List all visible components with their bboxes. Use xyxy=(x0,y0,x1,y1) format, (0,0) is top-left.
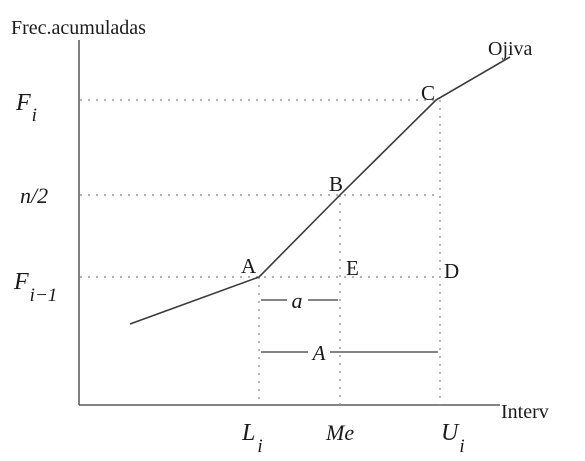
x-label-me: Me xyxy=(325,420,354,445)
x-label-ui: Ui xyxy=(441,420,465,457)
point-b-label: B xyxy=(329,172,343,196)
measure-a-label: a xyxy=(292,288,303,313)
point-d-label: D xyxy=(444,259,459,283)
y-label-half: n/2 xyxy=(20,183,48,208)
y-label-fi: Fi xyxy=(15,90,37,126)
x-axis-title: Interv xyxy=(501,401,549,423)
curve-name: Ojiva xyxy=(488,38,533,60)
point-e-label: E xyxy=(346,256,359,280)
measure-big-a-label: A xyxy=(311,341,326,365)
point-a-label: A xyxy=(241,254,257,278)
point-c-label: C xyxy=(421,81,435,105)
y-axis-title: Frec.acumuladas xyxy=(11,17,146,39)
y-label-fim1: Fi−1 xyxy=(13,269,57,306)
ogive-curve xyxy=(129,56,511,325)
x-label-li: Li xyxy=(241,420,263,457)
